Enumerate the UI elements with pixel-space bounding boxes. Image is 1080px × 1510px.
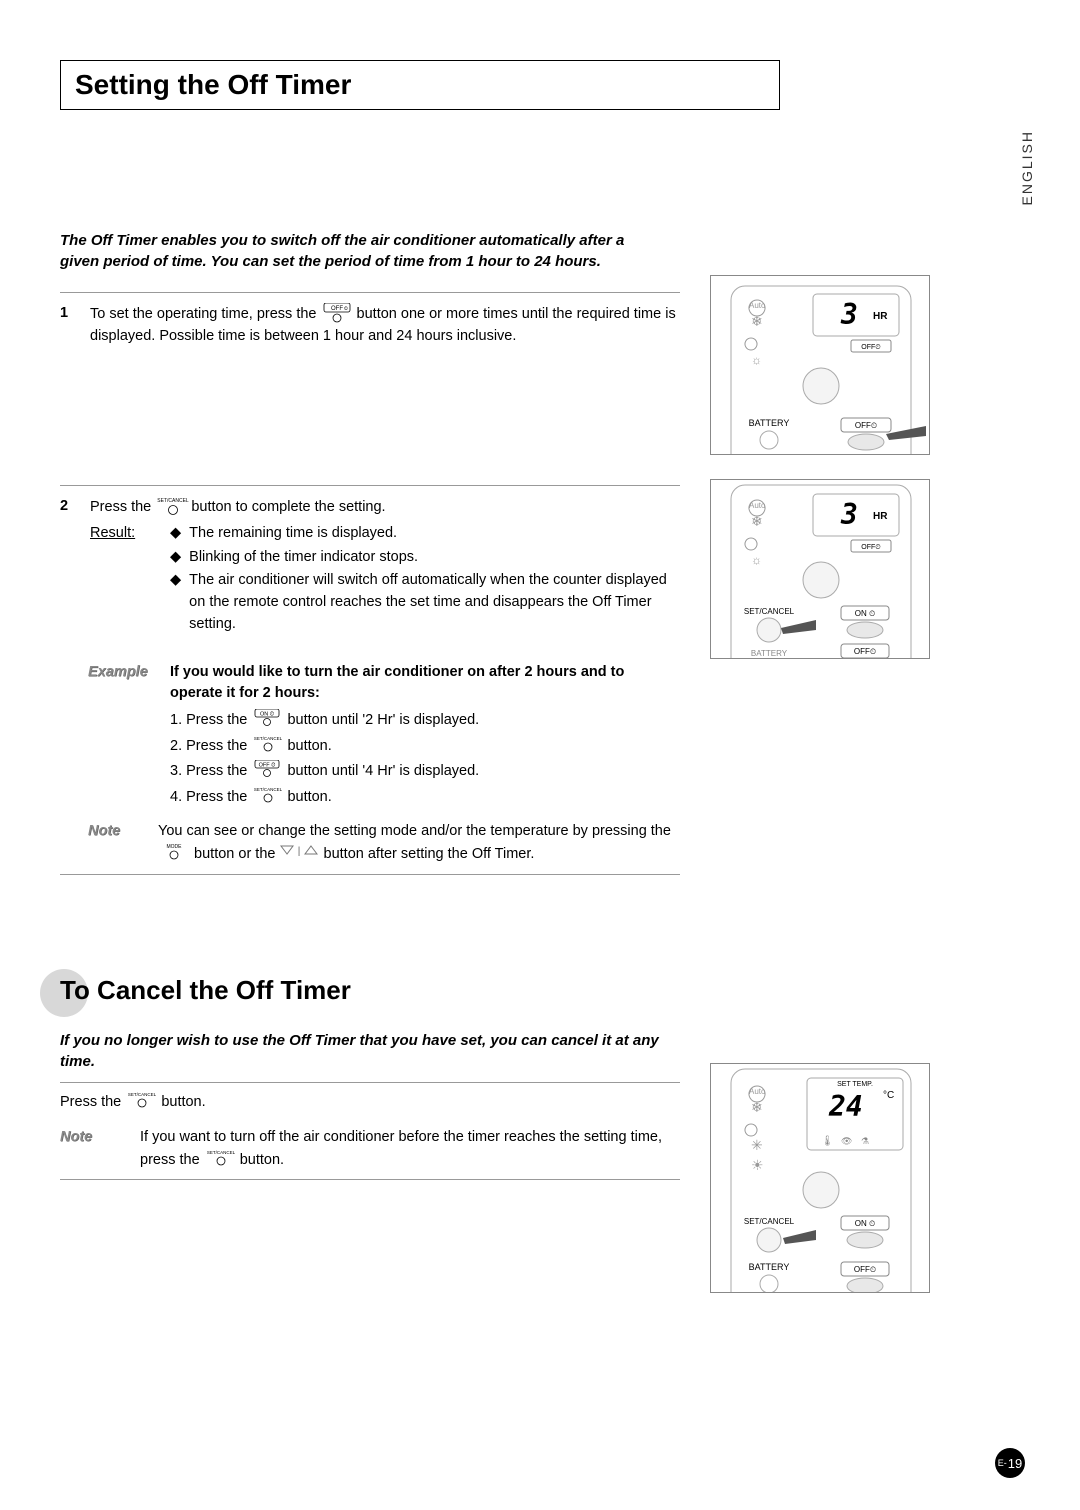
off-button-icon: OFF ⏲ (321, 303, 353, 325)
section-title: Setting the Off Timer (75, 69, 765, 101)
note-label: Note (60, 1127, 120, 1171)
example-item: 4. Press the SET/CANCEL button. (170, 786, 680, 809)
svg-text:3: 3 (840, 298, 858, 331)
section2-intro: If you no longer wish to use the Off Tim… (60, 1030, 680, 1072)
mode-button-icon: MODE (158, 843, 190, 865)
svg-text:❄: ❄ (751, 513, 763, 529)
svg-text:HR: HR (873, 511, 888, 522)
note-block: Note If you want to turn off the air con… (60, 1127, 680, 1171)
setcancel-button-icon: SET/CANCEL (251, 735, 283, 757)
svg-text:⚗: ⚗ (861, 1136, 869, 1146)
divider (60, 874, 680, 875)
svg-text:✳: ✳ (751, 1137, 763, 1153)
remote-figure-2: 3 HR OFF⏲ Auto ❄ ☼ SET/CANCEL ON ⏲ (710, 479, 930, 659)
divider (60, 1179, 680, 1180)
svg-text:SET/CANCEL: SET/CANCEL (254, 787, 283, 792)
setcancel-button-icon: SET/CANCEL (155, 496, 187, 518)
example-item: 1. Press the ON ⏲ button until '2 Hr' is… (170, 709, 680, 732)
svg-text:|: | (298, 846, 301, 857)
svg-text:SET/CANCEL: SET/CANCEL (254, 736, 283, 741)
bullet-icon: ◆ (170, 547, 181, 569)
step-2: 2 Press the SET/CANCEL button to complet… (60, 496, 680, 637)
page-number-badge: E-19 (995, 1448, 1025, 1478)
svg-text:☀: ☀ (751, 1157, 764, 1173)
svg-text:BATTERY: BATTERY (749, 418, 790, 428)
example-label: Example (88, 662, 156, 812)
svg-text:Auto: Auto (749, 1087, 766, 1096)
svg-text:HR: HR (873, 311, 888, 322)
remote-figure-3: SET TEMP. 24 °C 🌡 👁 ⚗ Auto ❄ ✳ ☀ SET/CAN… (710, 1063, 930, 1293)
step-body: Press the SET/CANCEL button to complete … (90, 496, 680, 637)
section2-title: To Cancel the Off Timer (60, 975, 680, 1006)
svg-text:3: 3 (840, 498, 858, 531)
divider (60, 292, 680, 293)
step-number: 2 (60, 496, 76, 637)
svg-text:OFF⏲: OFF⏲ (861, 344, 881, 351)
bullet-icon: ◆ (170, 523, 181, 545)
result-bullets: ◆The remaining time is displayed. ◆Blink… (170, 523, 680, 638)
svg-text:SET/CANCEL: SET/CANCEL (128, 1092, 157, 1097)
svg-text:Auto: Auto (749, 301, 766, 310)
svg-text:24: 24 (828, 1090, 863, 1123)
example-block: Example If you would like to turn the ai… (88, 662, 680, 812)
svg-text:BATTERY: BATTERY (749, 1262, 790, 1272)
svg-text:SET/CANCEL: SET/CANCEL (158, 498, 190, 504)
svg-text:☼: ☼ (751, 353, 762, 367)
section1-intro: The Off Timer enables you to switch off … (60, 230, 680, 272)
svg-text:BATTERY: BATTERY (751, 649, 788, 658)
svg-text:OFF⏲: OFF⏲ (854, 1265, 876, 1274)
svg-text:❄: ❄ (751, 1099, 763, 1115)
svg-text:🌡: 🌡 (821, 1135, 834, 1147)
divider (60, 1082, 680, 1083)
svg-text:SET/CANCEL: SET/CANCEL (744, 607, 795, 616)
svg-text:Auto: Auto (749, 501, 766, 510)
section-title-box: Setting the Off Timer (60, 60, 780, 110)
setcancel-button-icon: SET/CANCEL (204, 1149, 236, 1171)
svg-text:OFF⏲: OFF⏲ (855, 421, 877, 430)
svg-text:OFF⏲: OFF⏲ (861, 544, 881, 551)
off-button-icon: OFF ⏲ (251, 760, 283, 782)
step-body: To set the operating time, press the OFF… (90, 303, 680, 347)
bullet-icon: ◆ (170, 570, 181, 635)
svg-text:❄: ❄ (751, 313, 763, 329)
svg-text:ON ⏲: ON ⏲ (855, 609, 875, 618)
svg-text:MODE: MODE (167, 844, 183, 850)
svg-text:SET/CANCEL: SET/CANCEL (744, 1217, 795, 1226)
svg-text:⏲: ⏲ (344, 306, 348, 312)
example-item: 3. Press the OFF ⏲ button until '4 Hr' i… (170, 760, 680, 783)
language-tab: ENGLISH (1019, 130, 1035, 205)
note-block: Note You can see or change the setting m… (88, 821, 680, 865)
svg-text:☼: ☼ (751, 553, 762, 567)
on-button-icon: ON ⏲ (251, 709, 283, 731)
section2-line1: Press the SET/CANCEL button. (60, 1091, 680, 1113)
step-1: 1 To set the operating time, press the O… (60, 303, 680, 347)
svg-text:ON ⏲: ON ⏲ (260, 712, 274, 718)
svg-text:°C: °C (883, 1090, 894, 1101)
svg-text:OFF ⏲: OFF ⏲ (259, 763, 276, 769)
step-number: 1 (60, 303, 76, 347)
note-label: Note (88, 821, 138, 865)
svg-text:👁: 👁 (841, 1136, 852, 1146)
svg-text:ON ⏲: ON ⏲ (855, 1219, 875, 1228)
divider (60, 485, 680, 486)
svg-text:SET/CANCEL: SET/CANCEL (207, 1150, 236, 1155)
down-up-triangle-icon: | (279, 843, 319, 865)
example-item: 2. Press the SET/CANCEL button. (170, 735, 680, 758)
setcancel-button-icon: SET/CANCEL (251, 786, 283, 808)
remote-figure-1: 3 HR OFF⏲ Auto ❄ ☼ BATTERY OFF⏲ (710, 275, 930, 455)
setcancel-button-icon: SET/CANCEL (125, 1091, 157, 1113)
result-label: Result: (90, 523, 150, 638)
svg-text:SET TEMP.: SET TEMP. (837, 1081, 873, 1088)
svg-text:OFF⏲: OFF⏲ (854, 647, 876, 656)
example-heading: If you would like to turn the air condit… (170, 662, 680, 706)
svg-text:OFF: OFF (331, 306, 343, 312)
